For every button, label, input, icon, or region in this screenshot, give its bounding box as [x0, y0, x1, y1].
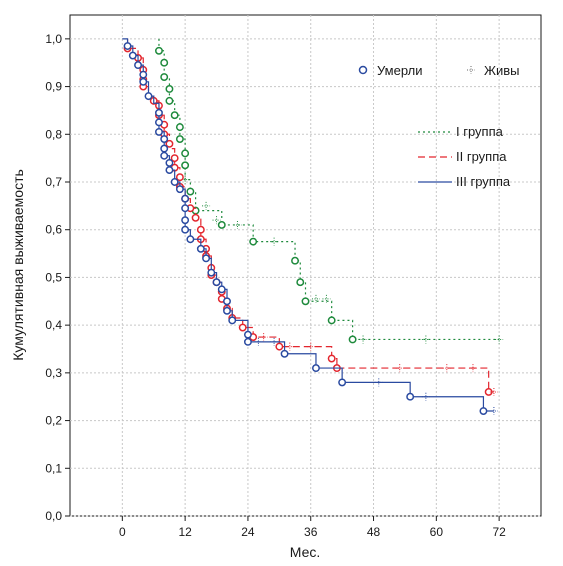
died-marker: [196, 225, 205, 234]
died-marker: [181, 149, 190, 158]
y-tick-label: 1,0: [45, 32, 62, 46]
died-marker: [160, 58, 169, 67]
y-tick-label: 0,8: [45, 127, 62, 141]
died-marker: [327, 354, 336, 363]
died-marker: [181, 216, 190, 225]
died-marker: [338, 378, 347, 387]
died-marker: [160, 151, 169, 160]
died-marker: [479, 407, 488, 415]
died-marker: [291, 256, 299, 265]
died-marker: [186, 187, 195, 196]
died-marker: [175, 123, 184, 132]
plot-area: [69, 14, 542, 517]
y-tick-label: 0,2: [45, 414, 62, 428]
died-marker: [134, 61, 142, 70]
series-3: [122, 38, 498, 416]
died-marker: [165, 139, 174, 148]
died-marker: [181, 161, 190, 170]
died-marker: [312, 364, 320, 373]
died-marker: [175, 185, 184, 194]
y-tick-label: 0,0: [45, 509, 62, 523]
died-marker: [217, 220, 226, 229]
y-tick-label: 0,6: [45, 223, 62, 237]
died-marker: [207, 268, 216, 277]
x-axis-label: Мес.: [290, 544, 321, 560]
died-marker: [275, 342, 284, 351]
y-tick-label: 0,7: [45, 175, 62, 189]
y-tick-label: 0,1: [45, 461, 62, 475]
died-marker: [228, 316, 237, 325]
died-marker: [249, 237, 258, 246]
died-marker: [280, 349, 289, 358]
died-marker: [212, 278, 221, 287]
died-marker: [191, 213, 200, 222]
legend-series-label: I группа: [456, 124, 504, 139]
died-marker: [181, 225, 190, 234]
died-marker: [202, 254, 211, 263]
legend-died-marker: [358, 65, 368, 75]
died-marker: [327, 316, 336, 325]
died-marker: [301, 297, 310, 306]
x-tick-label: 36: [304, 525, 318, 539]
x-tick-label: 0: [119, 525, 126, 539]
x-tick-label: 60: [430, 525, 444, 539]
died-marker: [170, 154, 179, 163]
y-tick-label: 0,9: [45, 80, 62, 94]
legend-died-label: Умерли: [377, 63, 422, 78]
x-tick-label: 48: [367, 525, 381, 539]
died-marker: [160, 144, 169, 153]
x-tick-label: 72: [492, 525, 506, 539]
died-marker: [123, 42, 132, 50]
died-marker: [165, 166, 174, 175]
died-marker: [186, 235, 195, 244]
died-marker: [128, 51, 137, 60]
x-tick-label: 12: [178, 525, 192, 539]
died-marker: [181, 194, 190, 203]
legend-series-label: III группа: [456, 174, 511, 189]
died-marker: [170, 178, 179, 186]
died-marker: [165, 158, 174, 167]
died-marker: [296, 278, 305, 287]
died-marker: [243, 337, 252, 346]
died-marker: [155, 118, 163, 127]
died-marker: [139, 77, 148, 86]
died-marker: [406, 392, 415, 401]
died-marker: [165, 96, 174, 105]
died-marker: [175, 135, 184, 144]
y-tick-label: 0,3: [45, 366, 62, 380]
died-marker: [139, 70, 148, 79]
died-marker: [238, 323, 247, 332]
y-tick-label: 0,5: [45, 270, 62, 284]
died-marker: [223, 306, 231, 315]
axis-ticks: 0 12 24 36 48 60 72 0,0 0,1 0,2 0,3 0,4 0,5 0,6 0,7 0,8…: [45, 32, 506, 539]
x-tick-label: 24: [241, 525, 255, 539]
died-marker: [155, 108, 163, 117]
died-marker: [484, 387, 493, 396]
died-marker: [223, 297, 231, 306]
y-axis-label: Кумулятивная выживаемость: [10, 169, 26, 361]
died-marker: [155, 46, 163, 55]
died-marker: [160, 135, 169, 144]
died-marker: [144, 92, 153, 101]
y-tick-label: 0,4: [45, 318, 62, 332]
died-marker: [155, 127, 163, 136]
grid: [70, 15, 541, 517]
died-marker: [175, 173, 184, 182]
died-marker: [160, 73, 169, 81]
died-marker: [348, 335, 357, 344]
died-marker: [243, 330, 252, 339]
died-marker: [181, 204, 190, 213]
died-marker: [217, 285, 226, 294]
series-group: [122, 38, 504, 416]
died-marker: [170, 111, 179, 120]
died-marker: [196, 244, 205, 253]
legend-series-label: II группа: [456, 149, 507, 164]
legend-alive-label: Живы: [484, 63, 520, 78]
legend: Умерли Живы I группа II группа III группа: [358, 63, 520, 189]
died-marker: [165, 85, 174, 93]
